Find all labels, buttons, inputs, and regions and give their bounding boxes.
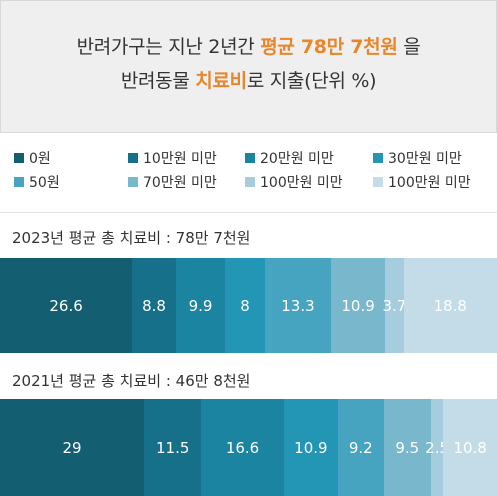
bar-segment: 8	[225, 258, 265, 353]
title-line-1: 반려가구는 지난 2년간 평균 78만 7천원 을	[0, 30, 497, 64]
data-label: 3.7	[382, 296, 407, 315]
legend-label: 70만원 미만	[143, 175, 217, 191]
title-text: 반려동물	[120, 70, 196, 92]
legend-label: 100만원 미만	[388, 175, 471, 191]
title-text: 반려가구는 지난 2년간	[76, 36, 261, 58]
legend-item: 50원	[14, 174, 60, 192]
title-line-2: 반려동물 치료비로 지출(단위 %)	[0, 64, 497, 98]
title-highlight: 평균 78만 7천원	[260, 36, 398, 58]
data-label: 8	[240, 296, 250, 315]
legend-label: 30만원 미만	[388, 151, 462, 167]
bar-segment: 29	[0, 399, 145, 496]
bar-segment: 10.8	[443, 399, 497, 496]
legend-item: 70만원 미만	[128, 174, 217, 192]
bar-segment: 10.9	[283, 399, 338, 496]
bar-segment: 2.5	[425, 399, 449, 496]
bar-segment: 18.8	[403, 258, 497, 353]
data-label: 29	[62, 438, 82, 457]
legend-item: 100만원 미만	[373, 174, 471, 192]
bar-segment: 8.8	[132, 258, 176, 353]
data-label: 16.6	[225, 438, 260, 457]
data-label: 18.8	[433, 296, 467, 315]
chart-header	[0, 0, 497, 133]
legend-label: 20만원 미만	[260, 151, 334, 167]
title-highlight: 치료비	[195, 70, 247, 92]
data-label: 10.9	[341, 296, 375, 315]
data-label: 9.2	[348, 438, 373, 457]
row-label-2023: 2023년 평균 총 치료비 : 78만 7천원	[12, 229, 251, 247]
bar-segment: 3.7	[382, 258, 407, 353]
data-label: 9.5	[395, 438, 420, 457]
stacked-bar-2021: 29 11.5 16.6 10.9 9.2 9.5 2.5 10.8	[0, 399, 497, 496]
row-label-2021: 2021년 평균 총 치료비 : 46만 8천원	[12, 372, 251, 390]
legend-swatch	[245, 177, 255, 187]
legend-item: 10만원 미만	[128, 150, 217, 168]
bar-segment: 16.6	[201, 399, 284, 496]
legend-label: 0원	[29, 151, 51, 167]
chart-title: 반려가구는 지난 2년간 평균 78만 7천원 을 반려동물 치료비로 지출(단…	[0, 30, 497, 98]
bar-segment: 11.5	[144, 399, 202, 496]
bar-segment: 10.9	[331, 258, 386, 353]
legend-swatch	[373, 177, 383, 187]
stacked-bar-2023: 26.6 8.8 9.9 8 13.3 10.9 3.7 18.8	[0, 258, 497, 353]
legend-label: 50원	[29, 175, 60, 191]
divider	[0, 212, 497, 213]
data-label: 10.8	[453, 438, 487, 457]
title-text: 을	[397, 36, 421, 58]
data-label: 10.9	[294, 438, 328, 457]
legend-item: 100만원 미만	[245, 174, 343, 192]
legend-swatch	[14, 177, 24, 187]
legend-label: 10만원 미만	[143, 151, 217, 167]
legend-label: 100만원 미만	[260, 175, 343, 191]
data-label: 2.5	[425, 438, 450, 457]
bar-segment: 26.6	[0, 258, 133, 353]
data-label: 11.5	[155, 438, 190, 457]
legend-item: 30만원 미만	[373, 150, 462, 168]
legend-swatch	[245, 153, 255, 163]
legend-swatch	[128, 153, 138, 163]
bar-segment: 9.5	[383, 399, 431, 496]
title-text: 로 지출(단위 %)	[246, 70, 377, 92]
bar-segment: 9.9	[175, 258, 226, 353]
data-label: 13.3	[281, 296, 315, 315]
data-label: 26.6	[49, 296, 83, 315]
legend-item: 20만원 미만	[245, 150, 334, 168]
data-label: 8.8	[142, 296, 166, 315]
legend-item: 0원	[14, 150, 51, 168]
data-label: 9.9	[188, 296, 213, 315]
bar-segment: 9.2	[337, 399, 384, 496]
legend-swatch	[14, 153, 24, 163]
bar-segment: 13.3	[264, 258, 331, 353]
legend-swatch	[373, 153, 383, 163]
legend-swatch	[128, 177, 138, 187]
